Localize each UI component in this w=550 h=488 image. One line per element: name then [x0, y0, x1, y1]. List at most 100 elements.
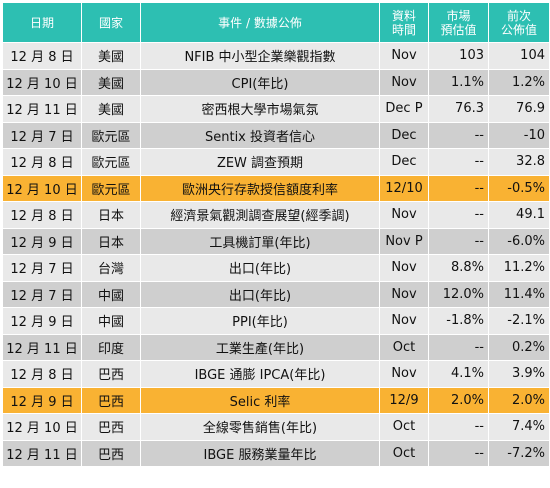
table-row: 12 月 9 日中國 PPI(年比) Nov -1.8% -2.1% [2, 307, 550, 335]
previous-cell: -2.1% [488, 307, 550, 335]
forecast-cell: 12.0% [428, 280, 489, 308]
event-cell: 工具機訂單(年比) [140, 227, 380, 255]
previous-cell: 3.9% [488, 360, 550, 388]
event-cell: 經濟景氣觀測調查展望(經季調) [140, 201, 380, 229]
table-row: 12 月 11 日巴西 IBGE 服務業量年比 Oct -- -7.2% [2, 439, 550, 467]
event-cell: Sentix 投資者信心 [140, 121, 380, 149]
header-row: 日期 國家 事件 / 數據公佈 資料 時間 市場 預估值 前次 公佈值 [2, 2, 550, 43]
table-row: 12 月 8 日巴西 IBGE 通膨 IPCA(年比) Nov 4.1% 3.9% [2, 360, 550, 388]
forecast-cell: -- [428, 201, 489, 229]
event-cell: 全線零售銷售(年比) [140, 413, 380, 441]
table-row-highlighted: 12 月 9 日巴西 Selic 利率 12/9 2.0% 2.0% [2, 386, 550, 414]
event-cell: ZEW 調查預期 [140, 148, 380, 176]
time-cell: Dec P [379, 95, 429, 123]
event-cell: IBGE 通膨 IPCA(年比) [140, 360, 380, 388]
time-cell: 12/10 [379, 174, 429, 202]
time-cell: 12/9 [379, 386, 429, 414]
date-cell: 12 月 9 日 [2, 386, 82, 414]
event-cell: 密西根大學市場氣氛 [140, 95, 380, 123]
table-row: 12 月 7 日中國 出口(年比) Nov 12.0% 11.4% [2, 280, 550, 308]
date-cell: 12 月 10 日 [2, 413, 82, 441]
forecast-cell: -1.8% [428, 307, 489, 335]
date-cell: 12 月 7 日 [2, 254, 82, 282]
previous-cell: -10 [488, 121, 550, 149]
forecast-cell: 76.3 [428, 95, 489, 123]
time-cell: Nov [379, 68, 429, 96]
header-date-label: 日期 [29, 15, 54, 30]
header-event: 事件 / 數據公佈 [140, 2, 380, 43]
time-cell: Dec [379, 121, 429, 149]
previous-cell: 32.8 [488, 148, 550, 176]
previous-cell: 49.1 [488, 201, 550, 229]
country-cell: 歐元區 [81, 174, 141, 202]
event-cell: 歐洲央行存款授信額度利率 [140, 174, 380, 202]
time-cell: Nov [379, 360, 429, 388]
previous-cell: -7.2% [488, 439, 550, 467]
country-cell: 中國 [81, 307, 141, 335]
country-cell: 印度 [81, 333, 141, 361]
forecast-cell: -- [428, 333, 489, 361]
previous-cell: 76.9 [488, 95, 550, 123]
time-cell: Oct [379, 413, 429, 441]
time-cell: Nov P [379, 227, 429, 255]
forecast-cell: 1.1% [428, 68, 489, 96]
time-cell: Nov [379, 42, 429, 70]
time-cell: Nov [379, 201, 429, 229]
forecast-cell: 103 [428, 42, 489, 70]
forecast-cell: -- [428, 174, 489, 202]
header-time-line1: 資料 [391, 8, 416, 23]
date-cell: 12 月 9 日 [2, 227, 82, 255]
date-cell: 12 月 7 日 [2, 121, 82, 149]
date-cell: 12 月 7 日 [2, 280, 82, 308]
forecast-cell: -- [428, 148, 489, 176]
country-cell: 日本 [81, 227, 141, 255]
country-cell: 台灣 [81, 254, 141, 282]
previous-cell: 2.0% [488, 386, 550, 414]
event-cell: IBGE 服務業量年比 [140, 439, 380, 467]
header-forecast-line2: 預估值 [440, 22, 477, 37]
date-cell: 12 月 10 日 [2, 174, 82, 202]
previous-cell: -0.5% [488, 174, 550, 202]
date-cell: 12 月 11 日 [2, 95, 82, 123]
previous-cell: 11.4% [488, 280, 550, 308]
country-cell: 巴西 [81, 413, 141, 441]
header-country-label: 國家 [98, 15, 123, 30]
time-cell: Oct [379, 333, 429, 361]
table-row: 12 月 10 日美國 CPI(年比) Nov 1.1% 1.2% [2, 68, 550, 96]
table-row: 12 月 7 日台灣 出口(年比) Nov 8.8% 11.2% [2, 254, 550, 282]
date-cell: 12 月 8 日 [2, 148, 82, 176]
table-row: 12 月 10 日巴西 全線零售銷售(年比) Oct -- 7.4% [2, 413, 550, 441]
header-event-label: 事件 / 數據公佈 [218, 15, 302, 30]
country-cell: 美國 [81, 95, 141, 123]
event-cell: CPI(年比) [140, 68, 380, 96]
previous-cell: 11.2% [488, 254, 550, 282]
date-cell: 12 月 8 日 [2, 42, 82, 70]
time-cell: Nov [379, 254, 429, 282]
country-cell: 巴西 [81, 386, 141, 414]
table-body: 12 月 8 日美國 NFIB 中小型企業樂觀指數 Nov 103 104 12 月 10… [2, 42, 550, 467]
country-cell: 歐元區 [81, 121, 141, 149]
header-forecast: 市場 預估值 [428, 2, 489, 43]
country-cell: 巴西 [81, 360, 141, 388]
previous-cell: 104 [488, 42, 550, 70]
date-cell: 12 月 9 日 [2, 307, 82, 335]
forecast-cell: 8.8% [428, 254, 489, 282]
date-cell: 12 月 11 日 [2, 333, 82, 361]
table-row: 12 月 7 日歐元區 Sentix 投資者信心 Dec -- -10 [2, 121, 550, 149]
event-cell: NFIB 中小型企業樂觀指數 [140, 42, 380, 70]
time-cell: Nov [379, 307, 429, 335]
header-forecast-line1: 市場 [446, 8, 471, 23]
table-row: 12 月 8 日日本 經濟景氣觀測調查展望(經季調) Nov -- 49.1 [2, 201, 550, 229]
header-previous-line2: 公佈值 [500, 22, 537, 37]
time-cell: Dec [379, 148, 429, 176]
forecast-cell: 4.1% [428, 360, 489, 388]
event-cell: Selic 利率 [140, 386, 380, 414]
event-cell: 出口(年比) [140, 280, 380, 308]
header-time: 資料 時間 [379, 2, 429, 43]
date-cell: 12 月 11 日 [2, 439, 82, 467]
table-row: 12 月 9 日日本 工具機訂單(年比) Nov P -- -6.0% [2, 227, 550, 255]
header-previous: 前次 公佈值 [488, 2, 550, 43]
header-date: 日期 [2, 2, 82, 43]
header-time-line2: 時間 [391, 22, 416, 37]
time-cell: Nov [379, 280, 429, 308]
